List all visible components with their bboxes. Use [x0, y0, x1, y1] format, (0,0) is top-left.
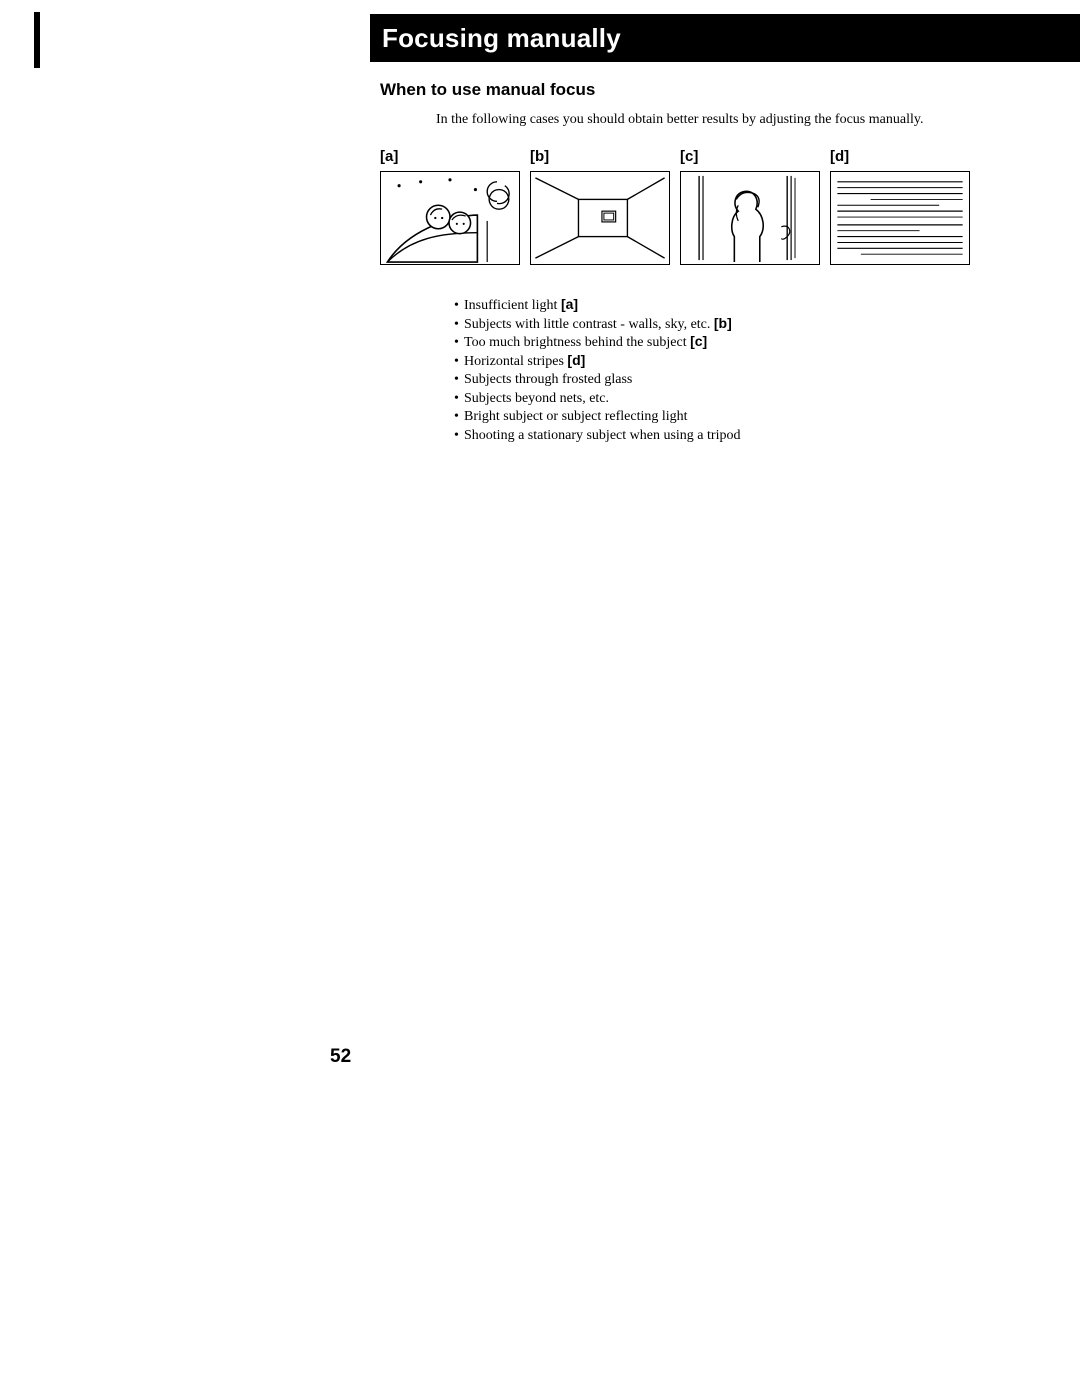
- chapter-title: Focusing manually: [370, 14, 1080, 62]
- figure-a: [a]: [380, 148, 520, 265]
- list-item-text: Subjects with little contrast - walls, s…: [464, 317, 714, 332]
- figure-d-label: [d]: [830, 148, 970, 165]
- figure-d-illustration: [830, 171, 970, 265]
- list-item-text: Subjects beyond nets, etc.: [464, 391, 609, 406]
- figure-a-label: [a]: [380, 148, 520, 165]
- figure-c: [c]: [680, 148, 820, 265]
- figure-row: [a]: [380, 148, 970, 265]
- list-item: •Subjects through frosted glass: [454, 370, 740, 389]
- list-item: •Horizontal stripes [d]: [454, 352, 740, 371]
- list-item-text: Bright subject or subject reflecting lig…: [464, 409, 688, 424]
- list-item-text: Horizontal stripes: [464, 354, 567, 369]
- list-item-tag: [d]: [567, 352, 585, 368]
- list-item: •Shooting a stationary subject when usin…: [454, 426, 740, 445]
- list-item-text: Shooting a stationary subject when using…: [464, 428, 740, 443]
- list-item: •Too much brightness behind the subject …: [454, 333, 740, 352]
- figure-a-illustration: [380, 171, 520, 265]
- scan-artifact-left: [34, 12, 40, 68]
- figure-c-label: [c]: [680, 148, 820, 165]
- list-item-tag: [c]: [690, 333, 707, 349]
- list-item-text: Insufficient light: [464, 298, 561, 313]
- list-item-text: Too much brightness behind the subject: [464, 335, 690, 350]
- figure-b: [b]: [530, 148, 670, 265]
- intro-text: In the following cases you should obtain…: [436, 112, 980, 128]
- manual-page: Focusing manually When to use manual foc…: [0, 0, 1080, 1395]
- section-title: When to use manual focus: [380, 80, 595, 100]
- list-item: •Bright subject or subject reflecting li…: [454, 407, 740, 426]
- list-item: •Subjects beyond nets, etc.: [454, 389, 740, 408]
- list-item-tag: [a]: [561, 296, 578, 312]
- list-item-tag: [b]: [714, 315, 732, 331]
- page-number: 52: [330, 1046, 351, 1068]
- figure-b-illustration: [530, 171, 670, 265]
- figure-b-label: [b]: [530, 148, 670, 165]
- list-item: •Insufficient light [a]: [454, 296, 740, 315]
- figure-c-illustration: [680, 171, 820, 265]
- bullet-list: •Insufficient light [a] •Subjects with l…: [454, 296, 740, 444]
- list-item: •Subjects with little contrast - walls, …: [454, 315, 740, 334]
- figure-d: [d]: [830, 148, 970, 265]
- list-item-text: Subjects through frosted glass: [464, 372, 632, 387]
